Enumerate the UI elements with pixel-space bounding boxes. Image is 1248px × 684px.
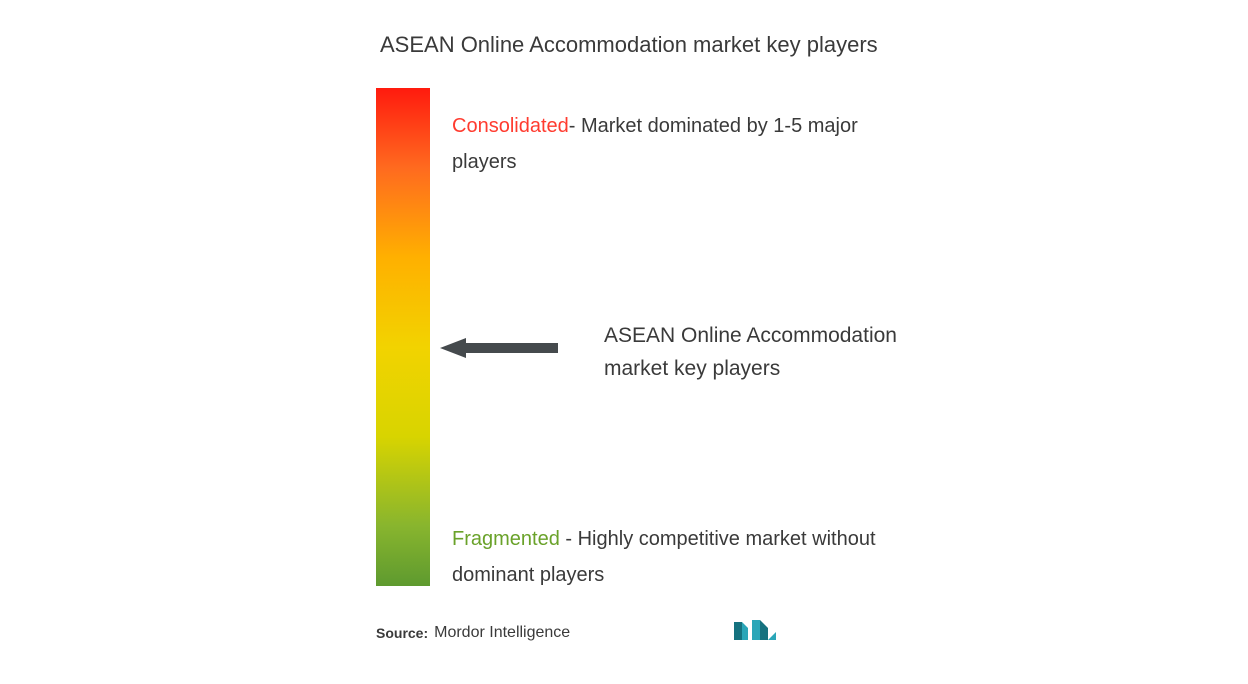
- source-footer: Source: Mordor Intelligence: [376, 624, 570, 642]
- source-name: Mordor Intelligence: [434, 624, 570, 642]
- fragmented-label: Fragmented - Highly competitive market w…: [452, 521, 922, 593]
- pointer-arrow: [440, 338, 558, 358]
- consolidated-label: Consolidated- Market dominated by 1-5 ma…: [452, 108, 922, 180]
- concentration-gradient-bar: [376, 88, 430, 586]
- fragmented-term: Fragmented: [452, 528, 560, 550]
- mordor-logo-icon: [732, 618, 776, 642]
- chart-title: ASEAN Online Accommodation market key pl…: [380, 32, 878, 58]
- pointer-label: ASEAN Online Accommodation market key pl…: [604, 320, 934, 385]
- source-label: Source:: [376, 625, 428, 641]
- consolidated-term: Consolidated: [452, 115, 569, 137]
